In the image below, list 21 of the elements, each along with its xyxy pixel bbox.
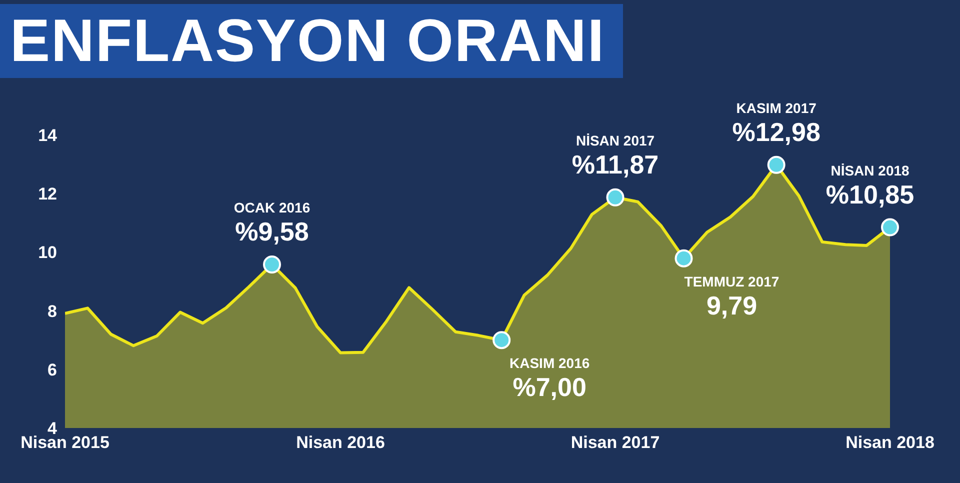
annotation: TEMMUZ 2017 [684,273,780,290]
y-tick-label: 6 [48,360,57,380]
x-tick-label: Nisan 2018 [846,433,934,452]
annotation: KASIM 2016 [510,355,590,372]
annotation: NİSAN 2017 [576,132,655,148]
text: KASIM 2017 [736,100,817,116]
chart-title: ENFLASYON ORANI [0,4,624,78]
x-tick-label: Nisan 2016 [296,433,385,452]
annotation: %11,87 [572,149,659,180]
annotation: 9,79 [706,290,758,320]
y-tick-label: 10 [38,243,57,262]
annotation: %9,58 [235,216,309,247]
y-tick-label: 8 [48,302,57,321]
y-tick-label: 12 [38,184,57,204]
annotation: OCAK 2016 [234,200,310,216]
annotation: %12,98 [732,116,820,147]
y-tick-label: 14 [38,126,58,146]
annotation: %7,00 [512,372,586,402]
annotation: %10,85 [826,179,914,210]
annotation: NİSAN 2018 [830,162,910,178]
x-tick-label: Nisan 2017 [570,433,660,452]
